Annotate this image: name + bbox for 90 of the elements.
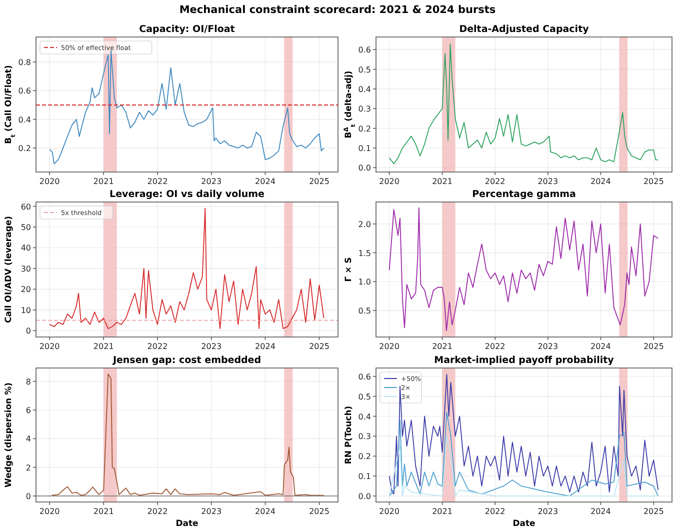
y-tick-label: 20 <box>20 285 31 294</box>
y-tick-label: 4 <box>26 434 31 444</box>
x-axis-title: Date <box>512 519 536 529</box>
x-tick-label: 2021 <box>93 177 114 186</box>
line-series <box>49 208 324 330</box>
x-tick-label: 2023 <box>538 507 558 516</box>
line-series <box>51 374 324 496</box>
y-tick-label: 2.0 <box>358 220 371 229</box>
y-tick-label: 10 <box>20 306 31 315</box>
x-tick-label: 2023 <box>201 507 222 516</box>
x-tick-label: 2023 <box>201 342 222 351</box>
y-axis-title: Γ × S <box>344 257 354 282</box>
x-tick-label: 2025 <box>309 342 330 351</box>
y-tick-label: 8 <box>26 377 31 386</box>
x-tick-label: 2023 <box>201 177 222 186</box>
y-tick-label: 0.2 <box>358 452 371 462</box>
y-tick-label: 0 <box>26 492 31 501</box>
y-tick-label: 0.5 <box>358 306 371 316</box>
chart-title: Market-implied payoff probability <box>434 355 615 366</box>
x-tick-label: 2022 <box>147 177 168 186</box>
y-tick-label: 0.8 <box>18 58 31 67</box>
text: Mechanical constraint scorecard: 2021 & 2024 bursts <box>179 4 496 16</box>
y-tick-label: 0.6 <box>358 372 371 382</box>
x-tick-label: 2023 <box>538 342 558 351</box>
x-tick-label: 2021 <box>432 507 452 516</box>
x-tick-label: 2025 <box>309 507 330 516</box>
x-tick-label: 2023 <box>538 177 558 186</box>
x-tick-label: 2024 <box>590 507 611 516</box>
y-tick-label: 0.4 <box>18 115 31 124</box>
y-tick-label: 0.3 <box>358 104 371 114</box>
chart-title: Capacity: OI/Float <box>139 24 236 35</box>
x-tick-label: 2022 <box>147 507 168 516</box>
x-tick-label: 2020 <box>39 177 60 186</box>
x-tick-label: 2021 <box>93 507 114 516</box>
x-tick-label: 2020 <box>379 177 400 186</box>
y-axis-title: Wedge (dispersion %) <box>4 382 14 488</box>
chart-title: Percentage gamma <box>472 189 576 200</box>
x-tick-label: 2022 <box>484 507 506 516</box>
x-tick-label: 2020 <box>379 342 400 351</box>
x-tick-label: 2021 <box>432 177 452 186</box>
x-tick-label: 2021 <box>93 342 114 351</box>
x-tick-label: 2022 <box>484 177 506 186</box>
y-tick-label: 6 <box>26 406 31 415</box>
y-tick-label: 40 <box>20 244 31 253</box>
x-tick-label: 2025 <box>309 177 330 186</box>
y-tick-label: 0 <box>26 326 31 336</box>
line-series <box>49 50 324 164</box>
x-tick-label: 2020 <box>39 507 60 516</box>
x-tick-label: 2024 <box>590 342 611 351</box>
y-tick-label: 0.6 <box>18 86 31 96</box>
y-tick-label: 1.5 <box>358 248 371 258</box>
x-tick-label: 2022 <box>147 342 168 351</box>
x-tick-label: 2021 <box>432 342 452 351</box>
y-tick-label: 0.5 <box>358 65 371 74</box>
chart-title: Jensen gap: cost embedded <box>112 355 262 366</box>
y-tick-label: 1.0 <box>358 278 371 287</box>
y-tick-label: 0.5 <box>358 392 371 402</box>
y-tick-label: 2 <box>26 463 31 472</box>
x-tick-label: 2024 <box>255 507 276 516</box>
y-tick-label: 0.2 <box>18 144 31 154</box>
chart-title: Leverage: OI vs daily volume <box>110 189 264 200</box>
line-series <box>388 43 659 164</box>
y-tick-label: 0.6 <box>358 46 371 55</box>
y-tick-label: 0.0 <box>358 164 371 173</box>
x-tick-label: 2020 <box>379 507 400 516</box>
line-series <box>388 436 659 496</box>
x-tick-label: 2022 <box>484 342 506 351</box>
y-tick-label: 0.2 <box>358 124 371 134</box>
x-tick-label: 2024 <box>255 177 276 186</box>
y-tick-label: 30 <box>20 264 31 274</box>
x-tick-label: 2025 <box>643 342 664 351</box>
y-tick-label: 60 <box>20 202 31 212</box>
y-tick-label: 0.1 <box>358 472 371 482</box>
y-tick-label: 0.4 <box>358 412 371 422</box>
y-tick-label: 50 <box>20 223 31 232</box>
y-axis-title: RN P(Touch) <box>344 406 354 464</box>
y-tick-label: 0.4 <box>358 84 371 94</box>
y-tick-label: 0.1 <box>358 144 371 153</box>
y-axis-title: Call OI/ADV (leverage) <box>4 216 14 323</box>
x-tick-label: 2024 <box>590 177 611 186</box>
line-series <box>388 412 659 496</box>
x-tick-label: 2024 <box>255 342 276 351</box>
y-tick-label: 0.0 <box>358 492 371 502</box>
x-tick-label: 2020 <box>39 342 60 351</box>
chart-title: Delta-Adjusted Capacity <box>459 24 590 35</box>
x-tick-label: 2025 <box>643 177 664 186</box>
y-tick-label: 0.3 <box>358 432 371 442</box>
x-axis-title: Date <box>176 519 199 529</box>
line-series <box>388 207 659 332</box>
x-tick-label: 2025 <box>643 507 664 516</box>
